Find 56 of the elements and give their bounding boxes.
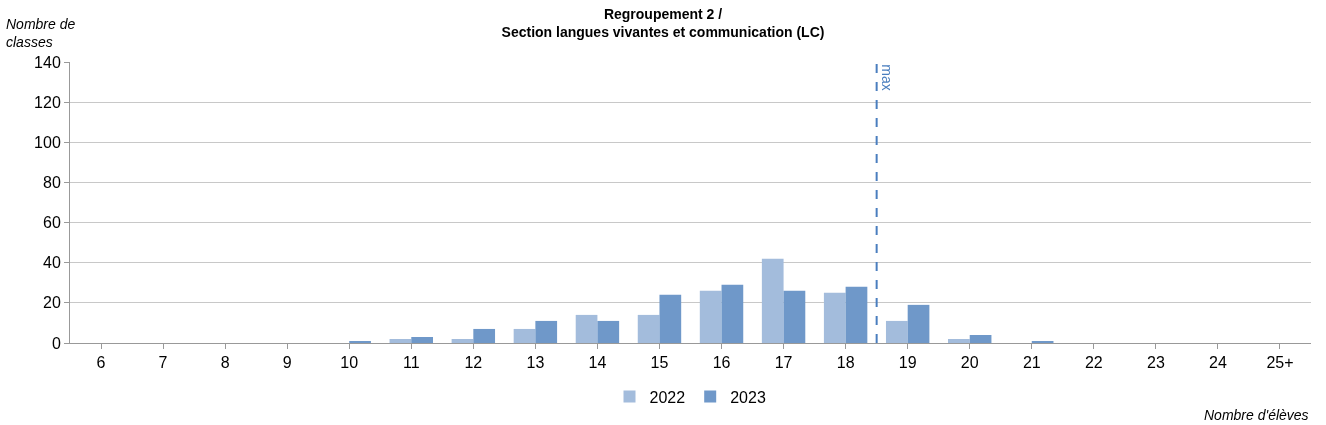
- bar: [575, 314, 598, 343]
- x-tick-label: 22: [1084, 354, 1103, 372]
- x-tick-label: 8: [220, 354, 230, 372]
- x-axis-title: Nombre d'élèves: [1204, 407, 1309, 423]
- bar: [699, 290, 722, 343]
- x-tick-label: 23: [1146, 354, 1165, 372]
- bar: [411, 336, 433, 343]
- legend-label: 2023: [730, 388, 766, 406]
- x-tick-label: 9: [282, 354, 292, 372]
- bar: [1031, 340, 1054, 343]
- legend-label: 2022: [649, 388, 686, 406]
- bar: [389, 338, 412, 343]
- chart-title: Regroupement 2 / Section langues vivantes et communication (LC): [501, 6, 825, 41]
- x-tick-label: 21: [1022, 354, 1041, 372]
- bar: [535, 320, 558, 343]
- x-tick-label: 6: [96, 354, 106, 372]
- bar: [473, 328, 496, 343]
- bar: [659, 294, 682, 343]
- x-tick-label: 10: [340, 354, 359, 372]
- bar: [885, 320, 908, 343]
- y-tick-label: 20: [43, 294, 61, 312]
- bar: [513, 328, 536, 343]
- y-tick-label: 140: [34, 53, 61, 71]
- y-tick-label: 60: [43, 214, 61, 232]
- x-tick-label: 17: [774, 354, 793, 372]
- x-tick-label: 16: [712, 354, 731, 372]
- y-tick-label: 120: [34, 93, 61, 111]
- bar: [451, 338, 474, 343]
- y-tick-label: 80: [43, 174, 61, 192]
- bar: [597, 320, 620, 343]
- bar: [845, 286, 868, 343]
- x-tick-label: 25+: [1266, 354, 1294, 372]
- x-tick-label: 7: [158, 354, 168, 372]
- bar: [761, 258, 784, 343]
- bar: [721, 284, 744, 343]
- ref-line-label: max: [878, 64, 895, 91]
- bar: [823, 292, 846, 343]
- x-tick-label: 18: [836, 354, 855, 372]
- bar: [907, 304, 930, 343]
- x-tick-label: 11: [402, 354, 420, 372]
- x-tick-label: 19: [898, 354, 917, 372]
- x-tick-label: 13: [526, 354, 545, 372]
- x-tick-label: 24: [1209, 354, 1227, 372]
- bar: [637, 314, 660, 343]
- x-tick-label: 12: [464, 354, 483, 372]
- x-tick-label: 14: [588, 354, 607, 372]
- x-tick-label: 20: [960, 354, 979, 372]
- y-tick-label: 40: [43, 254, 61, 272]
- bar: [783, 290, 806, 343]
- bar: [349, 340, 371, 343]
- bar: [948, 338, 970, 343]
- x-tick-label: 15: [650, 354, 669, 372]
- bar: [969, 334, 992, 343]
- y-tick-label: 100: [34, 133, 61, 151]
- y-tick-label: 0: [51, 334, 61, 352]
- y-axis-title: Nombre de classes: [6, 16, 76, 51]
